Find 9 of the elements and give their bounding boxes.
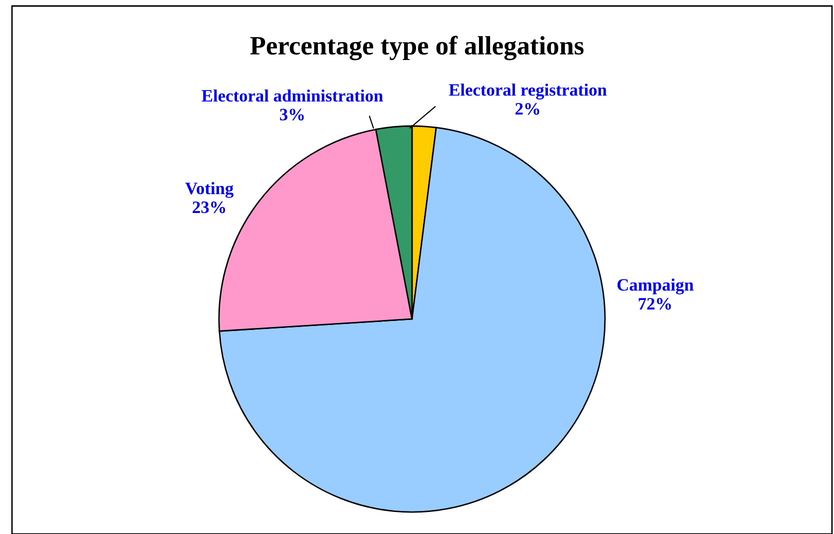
data-label: 23% — [192, 201, 226, 214]
slice-label: Campaign — [617, 278, 694, 294]
slice-label: Electoral administration — [202, 89, 383, 102]
slice-label: Voting — [185, 182, 234, 198]
data-label: 3% — [280, 108, 304, 120]
chart-title: Percentage type of allegations — [250, 36, 584, 60]
data-label: 72% — [638, 298, 671, 310]
data-label: 2% — [516, 102, 540, 115]
slice-label: Electoral registration — [448, 84, 607, 100]
